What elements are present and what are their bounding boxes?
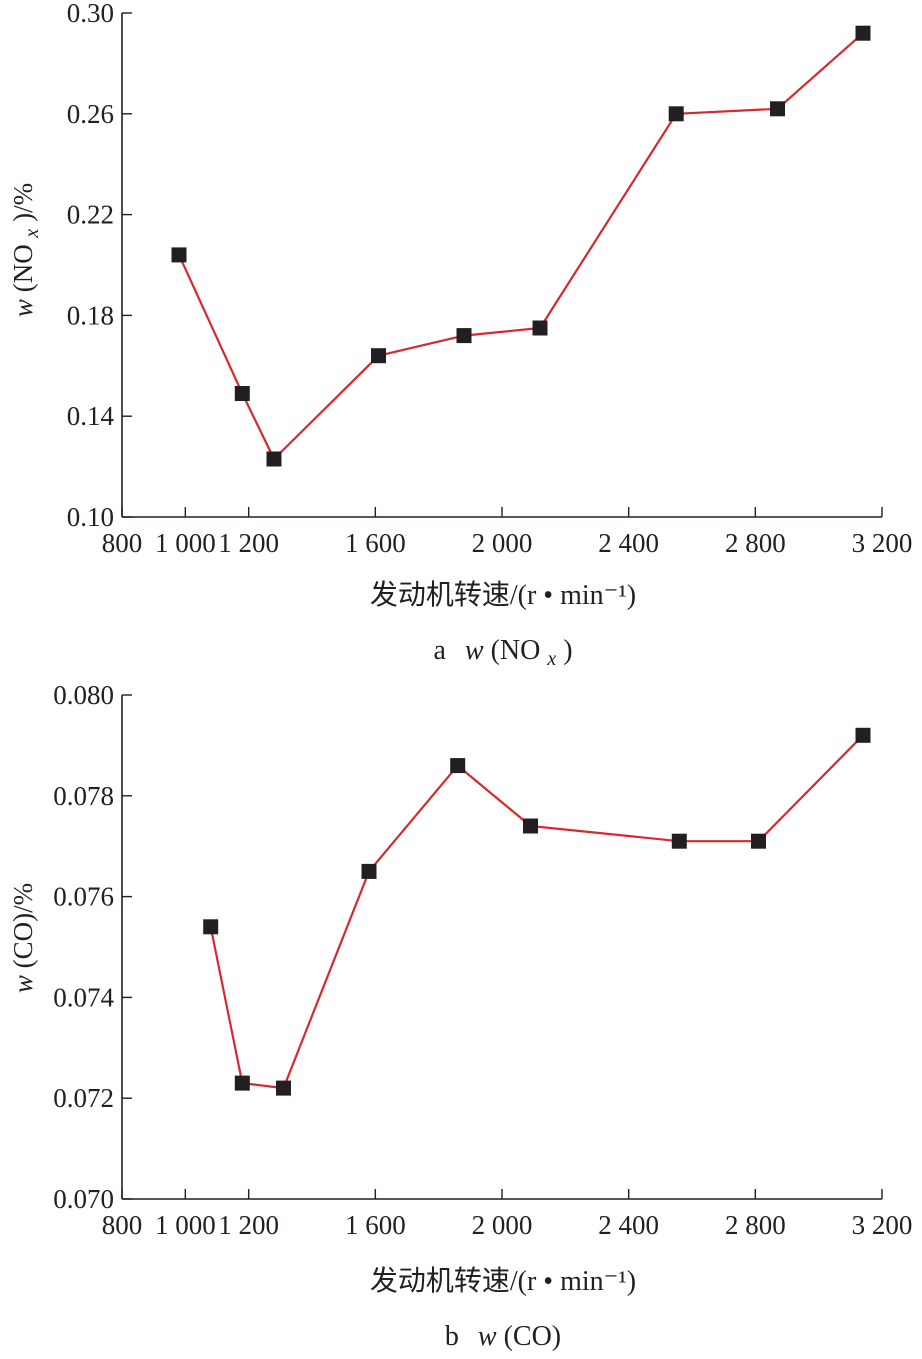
data-point (668, 106, 684, 122)
x-tick-label: 2 000 (472, 528, 533, 558)
chart-a-caption: a w (NO x ) (433, 635, 572, 672)
chart-a-caption-var: w (465, 635, 484, 666)
data-point (523, 818, 538, 834)
chart-b-points (203, 727, 871, 1096)
chart-a-ticks: 0.10 0.14 0.18 0.22 0.26 0.30 800 1 000 1 200 1 6… (67, 0, 913, 558)
chart-a-y-var: w (8, 299, 38, 317)
chart-b-series (209, 734, 864, 1090)
chart-b-axes (121, 695, 882, 1200)
chart-b-x-axis-label: 发动机转速/(r • min⁻¹) (370, 1265, 636, 1297)
data-point (751, 833, 766, 849)
chart-a-series (177, 32, 864, 461)
series-line (177, 32, 864, 461)
data-point (203, 919, 219, 935)
data-point (855, 727, 871, 743)
x-tick-label: 2 400 (598, 528, 659, 558)
chart-b-y-paren: (CO)/% (8, 883, 38, 968)
data-point (770, 101, 785, 117)
chart-a-axes (121, 13, 882, 518)
y-tick-label: 0.18 (67, 300, 114, 330)
chart-a-y-rest: )/% (8, 183, 38, 222)
chart-b-y-var: w (8, 975, 38, 993)
chart-a-y-paren: (NO (8, 244, 38, 292)
data-point (532, 320, 548, 336)
chart-a-points (171, 25, 871, 467)
chart-a-caption-sub: x (546, 648, 556, 670)
y-tick-label: 0.26 (67, 99, 114, 129)
data-point (361, 863, 377, 879)
data-point (266, 451, 282, 467)
data-point (671, 833, 687, 849)
data-point (371, 348, 386, 364)
x-tick-label: 800 (102, 528, 143, 558)
y-tick-label: 0.14 (67, 401, 115, 431)
x-tick-label: 1 200 (218, 528, 279, 558)
x-tick-label: 1 200 (218, 1210, 279, 1240)
y-tick-label: 0.080 (53, 680, 114, 710)
chart-b-caption-var: w (478, 1321, 497, 1352)
data-point (855, 25, 871, 41)
chart-b-caption: b w (CO) (445, 1321, 561, 1352)
chart-a-caption-letter: a (433, 635, 446, 666)
chart-a-x-axis-label: 发动机转速/(r • min⁻¹) (370, 579, 636, 611)
x-tick-label: 2 800 (725, 1210, 786, 1240)
y-tick-label: 0.070 (53, 1184, 114, 1214)
x-tick-label: 1 600 (345, 528, 406, 558)
data-point (234, 386, 250, 401)
chart-b-caption-paren: (CO) (504, 1321, 562, 1352)
series-line (209, 734, 864, 1090)
chart-a-y-axis-label: w (NO x )/% (8, 183, 44, 317)
y-tick-label: 0.078 (53, 781, 114, 811)
chart-b-y-axis-label: w (CO)/% (8, 883, 38, 993)
x-tick-label: 2 000 (472, 1210, 533, 1240)
chart-a-caption-close: ) (563, 635, 572, 666)
x-tick-label: 1 000 (155, 1210, 216, 1240)
x-tick-label: 1 600 (345, 1210, 406, 1240)
x-tick-label: 2 800 (725, 528, 786, 558)
data-point (456, 328, 472, 344)
y-tick-label: 0.22 (67, 200, 114, 230)
chart-a-caption-paren: (NO (491, 635, 541, 666)
y-tick-label: 0.30 (67, 0, 114, 28)
data-point (234, 1075, 250, 1091)
y-tick-label: 0.10 (67, 502, 114, 532)
chart-a-y-sub: x (21, 229, 43, 239)
x-tick-label: 1 000 (155, 528, 216, 558)
x-tick-label: 3 200 (852, 1210, 913, 1240)
chart-a-nox: 0.10 0.14 0.18 0.22 0.26 0.30 800 1 000 1 200 1 6… (8, 0, 913, 672)
x-tick-label: 800 (102, 1210, 143, 1240)
data-point (171, 247, 187, 263)
y-tick-label: 0.074 (53, 982, 114, 1012)
chart-b-caption-letter: b (445, 1321, 459, 1352)
y-tick-label: 0.072 (53, 1083, 114, 1113)
data-point (276, 1080, 291, 1096)
x-tick-label: 3 200 (852, 528, 913, 558)
y-tick-label: 0.076 (53, 882, 114, 912)
data-point (450, 758, 466, 774)
x-tick-label: 2 400 (598, 1210, 659, 1240)
